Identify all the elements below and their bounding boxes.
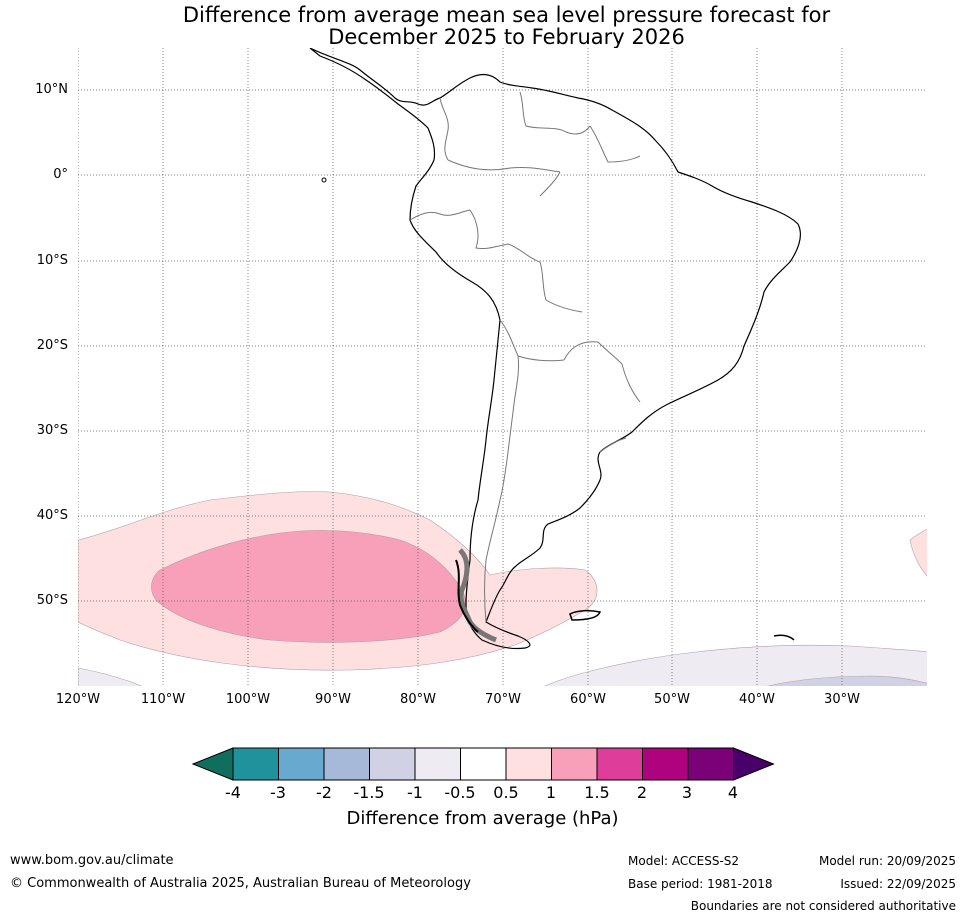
- map-title-line2: December 2025 to February 2026: [328, 25, 685, 49]
- galapagos-islands: [321, 177, 327, 183]
- lon-label-100w: 100°W: [225, 692, 271, 707]
- lon-label-80w: 80°W: [400, 692, 436, 707]
- lat-label-10s: 10°S: [36, 253, 68, 268]
- colorbar-tick: -2: [316, 783, 332, 802]
- lat-label-20s: 20°S: [36, 338, 68, 353]
- lon-label-60w: 60°W: [570, 692, 606, 707]
- colorbar-tick: 1.5: [584, 783, 610, 802]
- footer-disclaimer: Boundaries are not considered authoritat…: [690, 899, 956, 913]
- colorbar-tick: -0.5: [444, 783, 476, 802]
- colorbar-tick: -1: [407, 783, 423, 802]
- anomaly-region-east-0p5-to-1: [909, 529, 927, 577]
- south-america-coastline: [309, 48, 802, 650]
- lon-label-50w: 50°W: [654, 692, 690, 707]
- colorbar-segment: [551, 747, 598, 781]
- footer-model: Model: ACCESS-S2: [628, 854, 740, 868]
- colorbar-segment: [460, 747, 507, 781]
- falkland-islands: [569, 609, 601, 621]
- colorbar-segment: [323, 747, 370, 781]
- country-borders: [409, 91, 641, 623]
- colorbar-label: Difference from average (hPa): [346, 808, 619, 829]
- lat-label-10n: 10°N: [35, 82, 68, 97]
- footer-model-run: Model run: 20/09/2025: [818, 854, 956, 868]
- lat-label-30s: 30°S: [36, 423, 68, 438]
- anomaly-region-minus-1-to-minus-0p5: [544, 644, 927, 686]
- map-title-line1: Difference from average mean sea level p…: [182, 3, 831, 27]
- colorbar-tick: -1.5: [353, 783, 385, 802]
- gridlines: [78, 48, 927, 686]
- lat-label-50s: 50°S: [36, 593, 68, 608]
- colorbar-tick: 3: [681, 783, 693, 802]
- footer-copyright: © Commonwealth of Australia 2025, Austra…: [10, 876, 471, 891]
- colorbar-tick: -3: [270, 783, 286, 802]
- anomaly-region-southwest-minus-1-to-minus-0p5: [78, 667, 142, 686]
- lat-label-40s: 40°S: [36, 508, 68, 523]
- colorbar-arrow-high: [733, 747, 775, 781]
- colorbar-segment: [414, 747, 461, 781]
- map-title: Difference from average mean sea level p…: [0, 4, 965, 48]
- anomaly-region-minus-1p5-to-minus-1: [766, 675, 927, 686]
- colorbar-segment: [369, 747, 416, 781]
- colorbar-tick: 1: [545, 783, 557, 802]
- colorbar-segment: [278, 747, 325, 781]
- colorbar-segment: [232, 747, 279, 781]
- chilean-archipelago: [455, 548, 497, 643]
- footer-issued: Issued: 22/09/2025: [840, 877, 956, 891]
- lon-label-90w: 90°W: [315, 692, 351, 707]
- colorbar-tick: -4: [225, 783, 241, 802]
- colorbar-tick: 4: [727, 783, 739, 802]
- colorbar-segment: [505, 747, 552, 781]
- lat-label-0: 0°: [53, 167, 68, 182]
- colorbar-segment: [596, 747, 643, 781]
- lon-label-110w: 110°W: [140, 692, 186, 707]
- colorbar: [191, 747, 775, 781]
- south-georgia-island: [773, 634, 795, 641]
- colorbar-arrow-low: [191, 747, 234, 781]
- footer-url[interactable]: www.bom.gov.au/climate: [10, 853, 174, 868]
- footer-base-period: Base period: 1981-2018: [628, 877, 773, 891]
- colorbar-segment: [687, 747, 734, 781]
- lon-label-70w: 70°W: [485, 692, 521, 707]
- colorbar-tick: 2: [636, 783, 648, 802]
- plot-area: [78, 48, 927, 686]
- colorbar-segment: [642, 747, 689, 781]
- lon-label-30w: 30°W: [824, 692, 860, 707]
- lon-label-120w: 120°W: [55, 692, 101, 707]
- lon-label-40w: 40°W: [739, 692, 775, 707]
- colorbar-tick: 0.5: [493, 783, 519, 802]
